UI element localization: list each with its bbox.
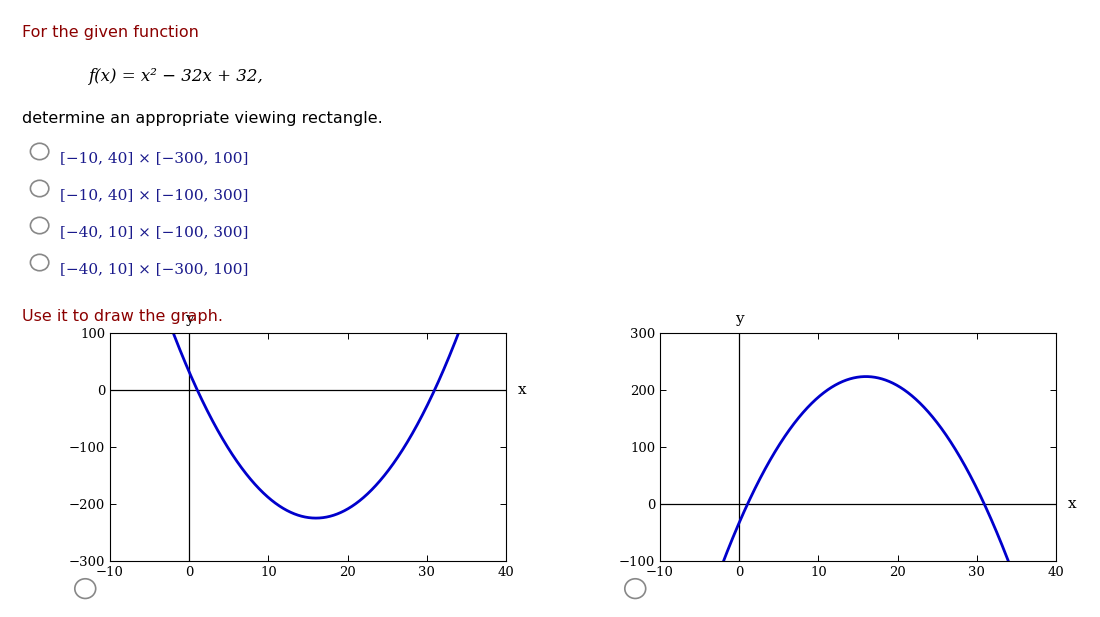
- Text: [−40, 10] × [−100, 300]: [−40, 10] × [−100, 300]: [60, 225, 249, 239]
- Text: y: y: [185, 312, 194, 326]
- Text: determine an appropriate viewing rectangle.: determine an appropriate viewing rectang…: [22, 111, 383, 126]
- Text: [−40, 10] × [−300, 100]: [−40, 10] × [−300, 100]: [60, 262, 249, 276]
- Text: Use it to draw the graph.: Use it to draw the graph.: [22, 308, 223, 323]
- Text: [−10, 40] × [−100, 300]: [−10, 40] × [−100, 300]: [60, 188, 249, 202]
- Text: For the given function: For the given function: [22, 25, 199, 39]
- Text: f(x) = x² − 32x + 32,: f(x) = x² − 32x + 32,: [88, 68, 263, 85]
- Text: [−10, 40] × [−300, 100]: [−10, 40] × [−300, 100]: [60, 151, 249, 165]
- Text: x: x: [518, 383, 527, 397]
- Text: x: x: [1068, 497, 1077, 511]
- Text: y: y: [735, 312, 744, 326]
